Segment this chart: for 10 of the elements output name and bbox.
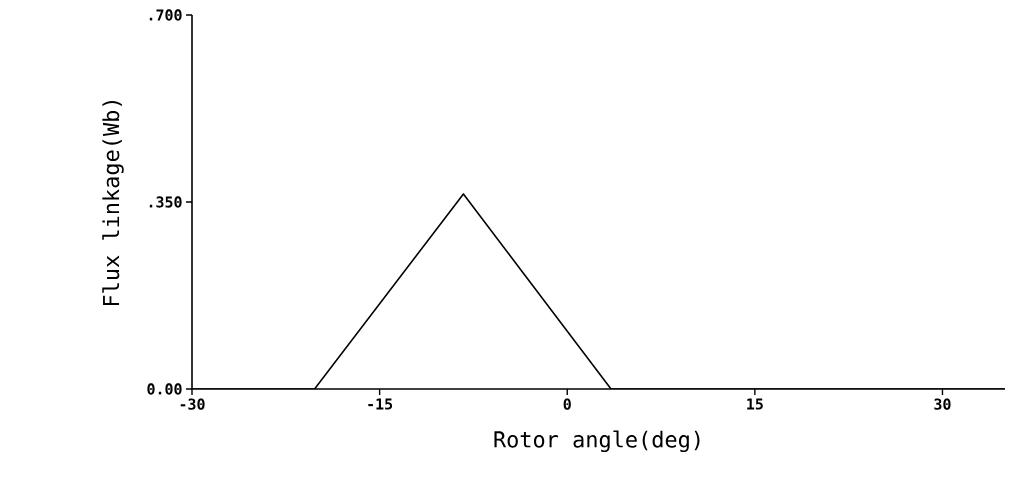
- y-axis-title: Flux linkage(Wb): [102, 101, 124, 306]
- x-tick-label: -30: [180, 398, 205, 410]
- x-tick-label: -15: [368, 398, 393, 410]
- y-tick-label: 0.00: [147, 383, 182, 395]
- x-tick-label: 0: [563, 398, 571, 410]
- x-axis-title: Rotor angle(deg): [494, 430, 700, 453]
- y-tick-label: .700: [149, 9, 182, 21]
- x-tick-label: 30: [934, 398, 951, 410]
- y-tick-label: .350: [149, 196, 182, 208]
- x-tick-label: 15: [747, 398, 763, 410]
